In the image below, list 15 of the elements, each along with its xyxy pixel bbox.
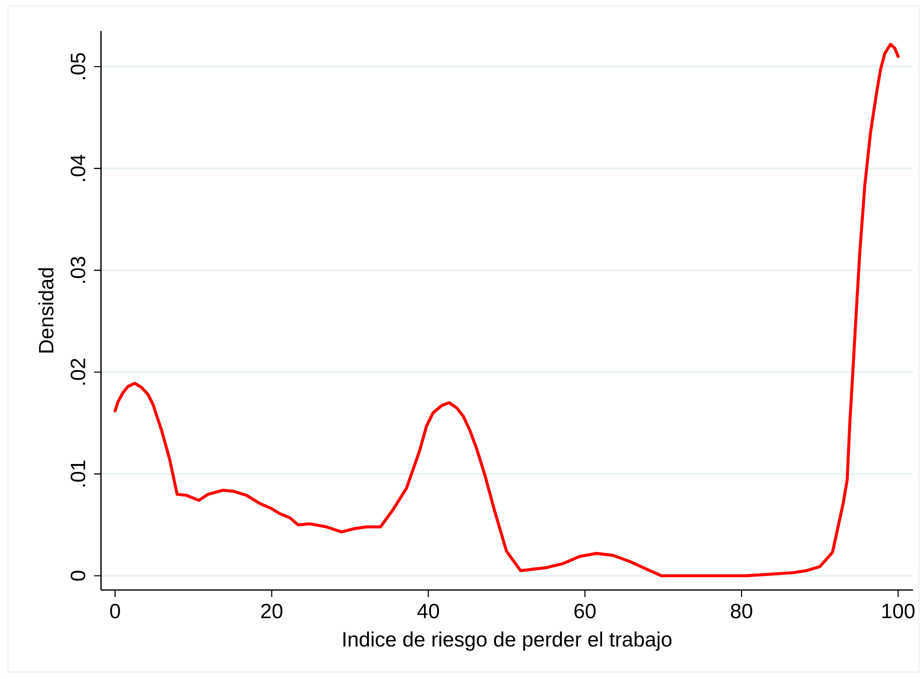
y-tick-label: .03 xyxy=(70,256,86,283)
x-axis-title: Indice de riesgo de perder el trabajo xyxy=(343,632,672,651)
y-tick-label: 0 xyxy=(70,570,86,581)
y-axis-title: Densidad xyxy=(38,268,54,352)
y-tick-label: .01 xyxy=(70,460,86,486)
y-tick-label: .02 xyxy=(70,358,86,385)
y-tick-label: .04 xyxy=(70,154,86,181)
x-tick-label: 80 xyxy=(730,604,752,618)
x-tick-label: 100 xyxy=(882,604,915,618)
y-tick-label: .05 xyxy=(70,53,86,80)
line-series xyxy=(114,42,900,578)
x-tick-label: 0 xyxy=(110,604,120,618)
x-tick-label: 40 xyxy=(417,604,439,618)
x-tick-label: 60 xyxy=(574,604,596,618)
x-tick-label: 20 xyxy=(261,604,282,618)
